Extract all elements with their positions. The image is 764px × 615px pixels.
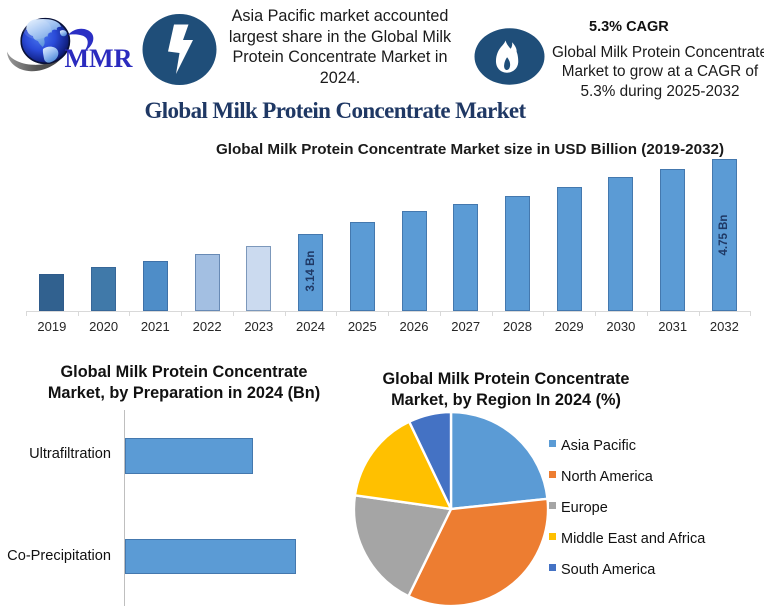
svg-text:MMR: MMR: [65, 44, 133, 73]
